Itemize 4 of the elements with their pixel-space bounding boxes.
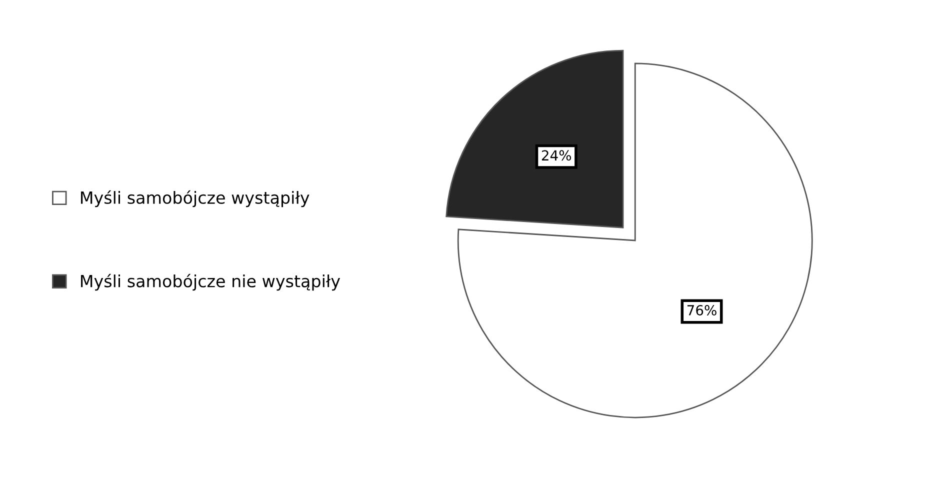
legend-label: Myśli samobójcze wystąpiły <box>81 190 310 208</box>
data-label: 24% <box>542 150 572 161</box>
data-label: 76% <box>687 304 716 316</box>
legend-label: Myśli samobójcze nie wystąpiły <box>81 274 340 291</box>
